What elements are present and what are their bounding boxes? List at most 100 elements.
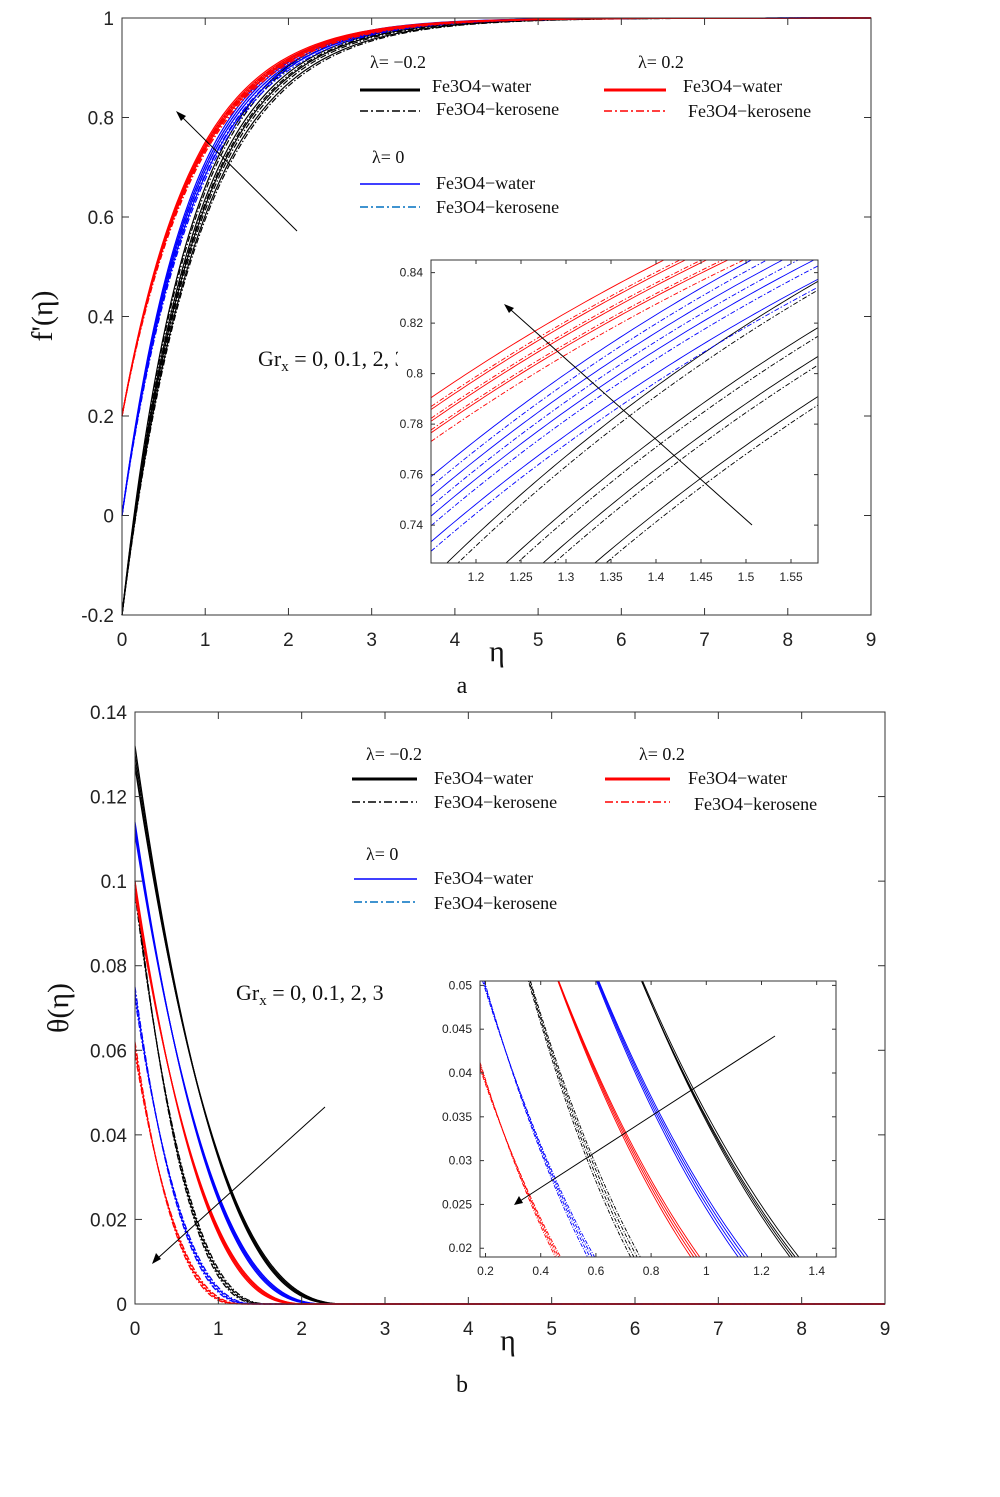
panel-a-inset: 1.2 1.25 1.3 1.35 1.4 1.45 1.5 1.55 0.74 0.76 0.78… <box>398 254 823 587</box>
inset-line-theta-3-3 <box>482 981 596 1257</box>
panel-a-annotation: Grx = 0, 0.1, 2, 3 <box>258 346 406 375</box>
panel-a-ytick-label: 0 <box>103 507 114 528</box>
panel-b-inset: 0.2 0.4 0.6 0.8 1 1.2 1.4 0.02 0.025 0.03 0.035 0.0… <box>442 976 843 1288</box>
panel-a-xtick-label: 3 <box>366 630 377 651</box>
panel-b-xtick-label: 6 <box>630 1319 641 1340</box>
line-series-fprime-2-1-0 <box>121 17 871 417</box>
inset-a-xtick-label: 1.25 <box>509 570 533 584</box>
inset-line-theta-5-2 <box>480 1066 560 1257</box>
panel-a-xlabel: η <box>489 635 505 668</box>
inset-a-xtick-label: 1.45 <box>689 570 713 584</box>
panel-b-ytick-label: 0.04 <box>90 1126 127 1147</box>
panel-b-ytick-label: 0.02 <box>90 1210 127 1231</box>
inset-a-xtick-label: 1.4 <box>648 570 665 584</box>
legend-b-header-lambda-neg: λ= −0.2 <box>366 744 422 764</box>
inset-line-fprime-1-1-1 <box>431 260 800 507</box>
inset-line-fprime-2-0-3 <box>431 260 729 434</box>
panel-b-legend: λ= −0.2 Fe3O4−water Fe3O4−kerosene λ= 0.… <box>352 744 817 913</box>
inset-b-ytick-label: 0.03 <box>449 1154 473 1168</box>
legend-a-label-neg-water: Fe3O4−water <box>432 76 531 96</box>
panel-a-arrow-head <box>176 111 186 121</box>
inset-line-fprime-1-0-2 <box>431 260 815 517</box>
inset-line-theta-1-2 <box>529 981 638 1257</box>
inset-line-fprime-2-1-3 <box>431 260 745 442</box>
legend-a-label-pos-water: Fe3O4−water <box>683 76 782 96</box>
inset-a-xtick-label: 1.5 <box>738 570 755 584</box>
inset-a-ytick-label: 0.76 <box>400 468 424 482</box>
panel-b-ytick-label: 0.06 <box>90 1041 127 1062</box>
panel-b-xtick-label: 1 <box>213 1319 224 1340</box>
panel-b-xtick-label: 4 <box>463 1319 474 1340</box>
inset-line-fprime-0-0-3 <box>594 396 818 563</box>
inset-line-fprime-0-0-2 <box>542 356 818 563</box>
panel-b-ytick-label: 0.1 <box>101 872 127 893</box>
panel-b-ylabel: θ(η) <box>42 983 75 1033</box>
inset-b-ytick-label: 0.035 <box>442 1110 472 1124</box>
panel-a: 0 1 2 3 4 5 6 7 8 9-0.200.20.40.60.81 η f'(η) a λ… <box>26 9 876 699</box>
panel-b-inset-arrow-line <box>519 1035 776 1202</box>
panel-b-ytick-label: 0.12 <box>90 788 127 809</box>
legend-a-label-zero-kerosene: Fe3O4−kerosene <box>436 197 559 217</box>
legend-b-header-lambda-pos: λ= 0.2 <box>639 744 685 764</box>
panel-b-arrow-head <box>152 1253 161 1264</box>
panel-a-ylabel: f'(η) <box>26 290 59 341</box>
legend-b-label-zero-kerosene: Fe3O4−kerosene <box>434 893 557 913</box>
inset-line-fprime-1-0-1 <box>431 260 784 497</box>
inset-line-theta-2-2 <box>597 981 746 1257</box>
inset-line-theta-0-2 <box>640 981 796 1257</box>
inset-a-xtick-label: 1.2 <box>468 570 485 584</box>
inset-b-ytick-label: 0.025 <box>442 1197 472 1211</box>
inset-line-fprime-2-0-1 <box>431 260 687 410</box>
inset-line-fprime-1-0-0 <box>431 260 753 478</box>
inset-line-fprime-2-0-2 <box>431 260 708 422</box>
inset-b-xtick-label: 1.4 <box>808 1264 825 1278</box>
panel-b-annotation: Grx = 0, 0.1, 2, 3 <box>236 980 384 1009</box>
panel-b-xtick-label: 3 <box>380 1319 391 1340</box>
inset-line-fprime-2-1-0 <box>431 260 681 407</box>
inset-line-theta-2-0 <box>596 981 739 1257</box>
inset-line-theta-5-0 <box>480 1062 556 1257</box>
panel-b-xtick-label: 0 <box>130 1319 141 1340</box>
panel-b-arrow-line <box>157 1106 326 1259</box>
panel-b-caption: b <box>456 1372 468 1398</box>
inset-a-xtick-label: 1.3 <box>558 570 575 584</box>
legend-b-header-lambda-zero: λ= 0 <box>366 844 398 864</box>
inset-line-fprime-0-1-3 <box>605 404 818 563</box>
panel-b-inset-box <box>479 980 837 1258</box>
inset-line-theta-3-0 <box>483 981 589 1257</box>
panel-a-ytick-label: 0.6 <box>88 208 114 229</box>
panel-b-xtick-label: 2 <box>296 1319 307 1340</box>
panel-a-xtick-label: 5 <box>533 630 544 651</box>
inset-line-theta-4-3 <box>558 981 701 1257</box>
panel-a-xtick-label: 8 <box>782 630 793 651</box>
panel-b-axes-box <box>134 711 886 1305</box>
panel-a-legend: λ= −0.2 Fe3O4−water Fe3O4−kerosene λ= 0.… <box>360 52 811 217</box>
panel-b-ticks: 0 1 2 3 4 5 6 7 8 9 0 0.02 0.04 0.06 0.08 0.1 0.12 0.14 <box>90 703 890 1340</box>
panel-a-ytick-label: -0.2 <box>81 606 114 627</box>
inset-b-ytick-label: 0.04 <box>449 1066 473 1080</box>
panel-b-inset-ticks: 0.2 0.4 0.6 0.8 1 1.2 1.4 0.02 0.025 0.03 0.035 0.0… <box>442 978 836 1278</box>
inset-line-theta-1-3 <box>529 981 641 1257</box>
inset-b-xtick-label: 1.2 <box>753 1264 770 1278</box>
inset-a-ytick-label: 0.82 <box>400 316 424 330</box>
panel-b-xlabel: η <box>500 1324 516 1357</box>
inset-a-ytick-label: 0.78 <box>400 417 424 431</box>
inset-a-xtick-label: 1.55 <box>779 570 803 584</box>
inset-a-ytick-label: 0.74 <box>400 518 424 532</box>
panel-a-xtick-label: 1 <box>200 630 211 651</box>
panel-b-ytick-label: 0.14 <box>90 703 127 724</box>
panel-b-ytick-label: 0.08 <box>90 957 127 978</box>
inset-line-fprime-0-0-1 <box>505 327 818 563</box>
inset-b-ytick-label: 0.02 <box>449 1241 473 1255</box>
inset-b-ytick-label: 0.05 <box>449 978 473 992</box>
inset-b-ytick-label: 0.045 <box>442 1022 472 1036</box>
panel-a-arrow-line <box>181 116 298 232</box>
inset-b-xtick-label: 0.4 <box>532 1264 549 1278</box>
inset-line-fprime-0-1-2 <box>553 364 818 563</box>
panel-a-xtick-label: 7 <box>699 630 710 651</box>
panel-a-xtick-label: 4 <box>450 630 461 651</box>
inset-line-fprime-2-1-1 <box>431 260 703 419</box>
inset-a-ytick-label: 0.8 <box>406 367 423 381</box>
inset-line-fprime-1-0-3 <box>431 278 818 543</box>
legend-b-label-neg-water: Fe3O4−water <box>434 768 533 788</box>
